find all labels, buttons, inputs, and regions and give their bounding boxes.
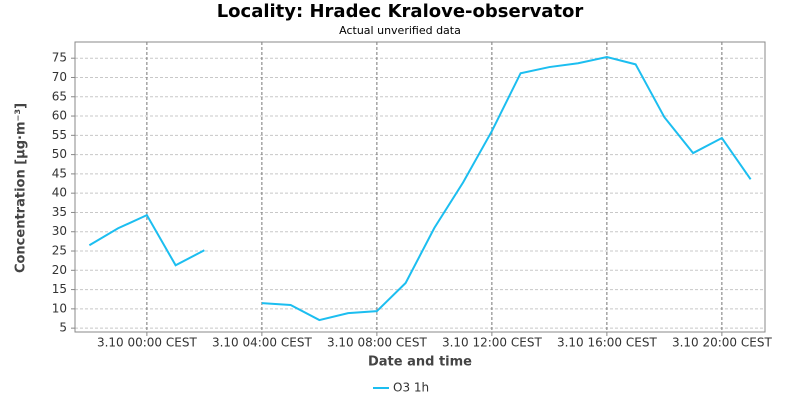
y-tick-label: 20: [52, 263, 67, 277]
x-tick-label: 3.10 12:00 CEST: [442, 336, 543, 350]
y-tick-label: 70: [52, 70, 67, 84]
y-tick-label: 5: [59, 321, 67, 335]
plot-border: [74, 41, 766, 333]
x-tick-label: 3.10 20:00 CEST: [672, 336, 773, 350]
legend-label: O3 1h: [393, 381, 429, 395]
y-tick-label: 75: [52, 51, 67, 65]
y-tick-label: 25: [52, 244, 67, 258]
x-axis-label: Date and time: [368, 355, 472, 370]
x-tick-label: 3.10 04:00 CEST: [212, 336, 313, 350]
y-tick-label: 10: [52, 301, 67, 315]
y-tick-label: 15: [52, 282, 67, 296]
y-tick-label: 40: [52, 186, 67, 200]
x-tick-label: 3.10 16:00 CEST: [557, 336, 658, 350]
y-axis-label: Concentration [µg·m⁻³]: [14, 103, 29, 273]
x-tick-label: 3.10 08:00 CEST: [327, 336, 428, 350]
x-tick-label: 3.10 00:00 CEST: [97, 336, 198, 350]
y-tick-label: 65: [52, 89, 67, 103]
y-tick-label: 60: [52, 109, 67, 123]
chart-subtitle: Actual unverified data: [339, 24, 461, 37]
y-tick-label: 50: [52, 147, 67, 161]
y-tick-label: 55: [52, 128, 67, 142]
y-tick-label: 45: [52, 166, 67, 180]
chart-title: Locality: Hradec Kralove-observator: [217, 1, 584, 22]
data-line: [88, 56, 752, 322]
y-tick-label: 30: [52, 224, 67, 238]
y-tick-label: 35: [52, 205, 67, 219]
